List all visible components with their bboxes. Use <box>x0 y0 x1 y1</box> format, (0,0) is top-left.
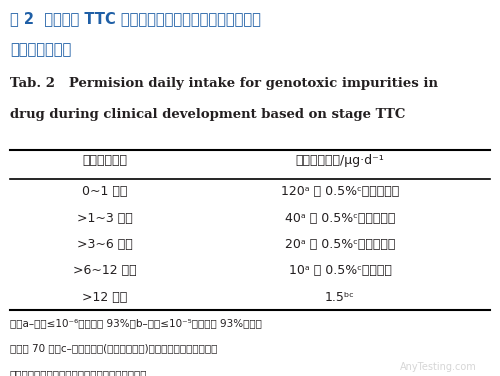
Text: 120ᵃ 或 0.5%ᶜ，取较低值: 120ᵃ 或 0.5%ᶜ，取较低值 <box>281 185 399 198</box>
Text: 注：a–风险≤10⁻⁶的可能为 93%；b–风险≤10⁻⁵的可能为 93%，暴露: 注：a–风险≤10⁻⁶的可能为 93%；b–风险≤10⁻⁵的可能为 93%，暴露 <box>10 318 262 328</box>
Text: 时间为 70 年；c–其他限度值(更高或更低值)可能合适的，应当提供在: 时间为 70 年；c–其他限度值(更高或更低值)可能合适的，应当提供在 <box>10 343 218 353</box>
Text: AnyTesting.com: AnyTesting.com <box>400 362 477 372</box>
Text: 暴露持续时间: 暴露持续时间 <box>82 154 128 167</box>
Text: 10ᵃ 或 0.5%ᶜ，较低值: 10ᵃ 或 0.5%ᶜ，较低值 <box>288 264 392 277</box>
Text: 20ᵃ 或 0.5%ᶜ，取较低值: 20ᵃ 或 0.5%ᶜ，取较低值 <box>285 238 395 251</box>
Text: 40ᵃ 或 0.5%ᶜ，取较低值: 40ᵃ 或 0.5%ᶜ，取较低值 <box>285 212 395 224</box>
Text: drug during clinical development based on stage TTC: drug during clinical development based o… <box>10 108 406 121</box>
Text: 每日允许摄入量: 每日允许摄入量 <box>10 42 72 57</box>
Text: 1.5ᵇᶜ: 1.5ᵇᶜ <box>325 291 355 303</box>
Text: 0~1 个月: 0~1 个月 <box>82 185 128 198</box>
Text: >12 个月: >12 个月 <box>82 291 128 303</box>
Text: 日允许摄入量/μg·d⁻¹: 日允许摄入量/μg·d⁻¹ <box>296 154 384 167</box>
Text: >1~3 个月: >1~3 个月 <box>77 212 133 224</box>
Text: 开发阶段用于鉴别、界定和控制一般杂质的方法。: 开发阶段用于鉴别、界定和控制一般杂质的方法。 <box>10 369 147 376</box>
Text: >6~12 个月: >6~12 个月 <box>73 264 137 277</box>
Text: Tab. 2   Permision daily intake for genotoxic impurities in: Tab. 2 Permision daily intake for genoto… <box>10 77 438 90</box>
Text: 表 2  基于分期 TTC 法的临床开发阶段药品遗传毒性杂质: 表 2 基于分期 TTC 法的临床开发阶段药品遗传毒性杂质 <box>10 11 261 26</box>
Text: >3~6 个月: >3~6 个月 <box>77 238 133 251</box>
